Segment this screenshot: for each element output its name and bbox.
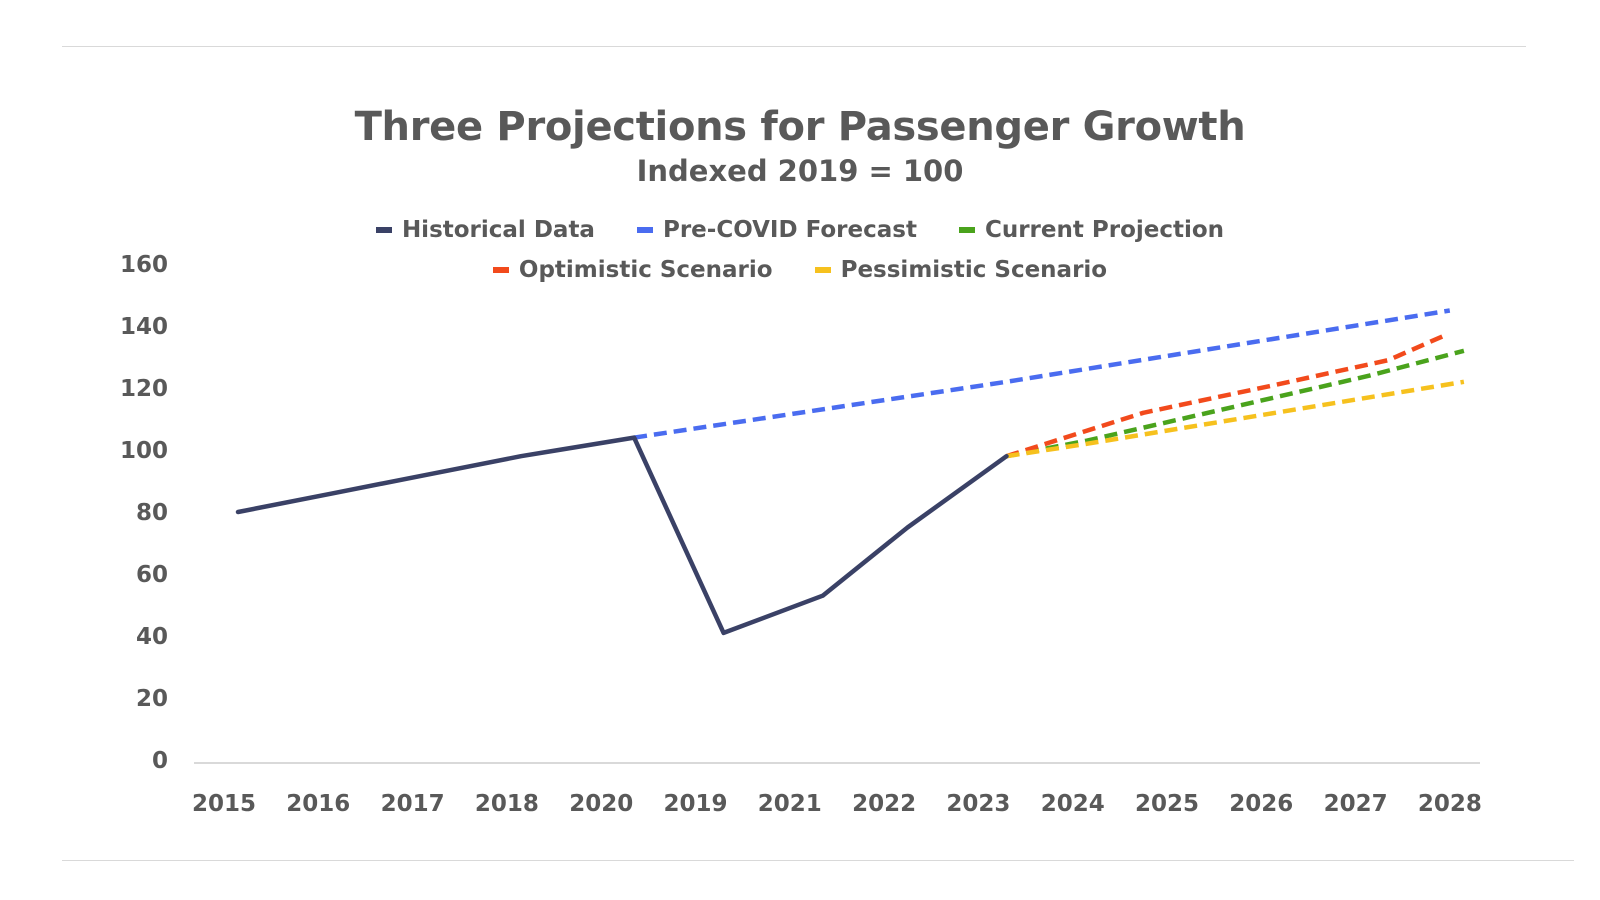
y-tick-label: 40 — [136, 624, 168, 650]
legend-item-pre-covid-forecast: Pre-COVID Forecast — [636, 217, 917, 243]
y-tick-label: 140 — [120, 314, 168, 340]
legend-item-historical-data: Historical Data — [375, 217, 595, 243]
legend-row-2: Optimistic Scenario Pessimistic Scenario — [0, 250, 1600, 290]
series-line-pessimistic-scenario — [1006, 379, 1465, 459]
y-tick-label: 160 — [120, 252, 168, 278]
y-tick-label: 120 — [120, 376, 168, 402]
y-axis-tick-labels: 0 20 40 60 80 100 120 140 160 — [120, 252, 168, 774]
x-tick-label: 2023 — [946, 791, 1010, 817]
y-tick-label: 80 — [136, 500, 168, 526]
series-layer — [235, 308, 1465, 636]
y-tick-label: 100 — [120, 438, 168, 464]
legend-swatch-optimistic-scenario — [492, 267, 509, 273]
series-line-pre-covid-forecast — [633, 308, 1451, 440]
legend-item-optimistic-scenario: Optimistic Scenario — [492, 257, 773, 283]
legend-swatch-current-projection — [958, 227, 975, 233]
x-axis-tick-labels: 2015 2016 2017 2018 2020 2019 2021 2022 2023 2024… — [192, 791, 1482, 817]
x-tick-label: 2026 — [1229, 791, 1293, 817]
legend-swatch-pessimistic-scenario — [814, 267, 831, 273]
legend-item-current-projection: Current Projection — [958, 217, 1225, 243]
x-tick-label: 2025 — [1135, 791, 1199, 817]
legend-swatch-pre-covid-forecast — [636, 227, 653, 233]
chart-subtitle: Indexed 2019 = 100 — [636, 154, 964, 188]
series-line-optimistic-scenario — [1005, 333, 1446, 459]
legend-label-pre-covid-forecast: Pre-COVID Forecast — [662, 217, 917, 243]
legend-label-current-projection: Current Projection — [984, 217, 1225, 243]
y-tick-label: 20 — [136, 686, 168, 712]
x-tick-label: 2021 — [758, 791, 822, 817]
x-tick-label: 2015 — [192, 791, 256, 817]
x-tick-label: 2027 — [1324, 791, 1388, 817]
x-tick-label: 2020 — [569, 791, 633, 817]
legend-swatch-historical-data — [375, 227, 392, 233]
chart-title: Three Projections for Passenger Growth — [354, 104, 1246, 150]
legend-label-pessimistic-scenario: Pessimistic Scenario — [840, 257, 1108, 283]
series-line-current-projection — [1006, 348, 1465, 459]
top-divider — [62, 46, 1526, 47]
legend-label-optimistic-scenario: Optimistic Scenario — [518, 257, 773, 283]
bottom-divider — [62, 860, 1574, 861]
series-line-historical-data — [235, 435, 1009, 636]
y-tick-label: 60 — [136, 562, 168, 588]
x-tick-label: 2016 — [286, 791, 350, 817]
x-tick-label: 2028 — [1418, 791, 1482, 817]
chart-legend: Historical Data Pre-COVID Forecast Curre… — [0, 210, 1600, 290]
legend-label-historical-data: Historical Data — [401, 217, 595, 243]
x-tick-label: 2024 — [1041, 791, 1105, 817]
x-tick-label: 2022 — [852, 791, 916, 817]
x-tick-label: 2019 — [663, 791, 727, 817]
legend-item-pessimistic-scenario: Pessimistic Scenario — [814, 257, 1108, 283]
y-tick-label: 0 — [152, 748, 168, 774]
x-tick-label: 2018 — [475, 791, 539, 817]
x-tick-label: 2017 — [381, 791, 445, 817]
legend-row-1: Historical Data Pre-COVID Forecast Curre… — [0, 210, 1600, 250]
